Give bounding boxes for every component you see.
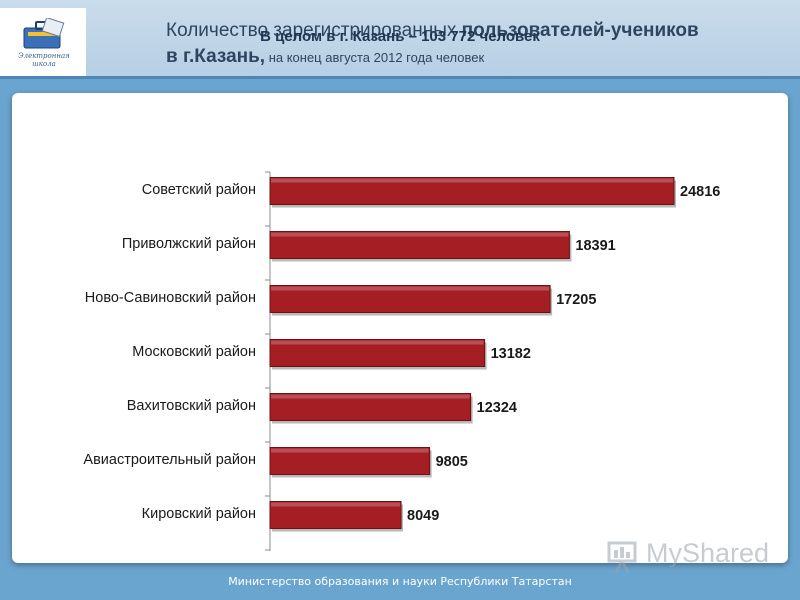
data-label: 12324 [477,400,517,416]
category-label: Приволжский район [122,236,256,252]
bar-highlight [271,448,429,453]
category-label: Вахитовский район [127,398,256,414]
logo: Электронная школа [0,8,86,76]
presentation-icon [607,541,637,573]
bar-highlight [271,340,484,345]
bar [269,231,570,259]
header-divider [0,76,800,79]
watermark: MyShared [606,538,796,574]
data-label: 8049 [407,508,439,524]
title-bold: пользователей-учеников [461,20,699,41]
bar-highlight [271,178,673,183]
category-label: Авиастроительный район [83,452,256,468]
data-label: 9805 [436,454,468,470]
page-title: Количество зарегистрированных пользовате… [166,18,796,71]
category-label: Московский район [132,344,256,360]
data-label: 13182 [491,346,531,362]
title-line2-rest: на конец августа 2012 года человек [265,50,485,65]
category-label: Кировский район [142,506,256,522]
bar-highlight [271,502,401,507]
logo-text: Электронная школа [18,52,70,68]
title-part1: Количество зарегистрированных [166,20,462,41]
data-label: 18391 [575,238,615,254]
watermark-text: MyShared [646,538,770,568]
bar-highlight [271,286,550,291]
bar [269,447,431,475]
title-line2-bold: в г.Казань, [166,46,266,67]
chart-panel [12,93,788,563]
bar [269,177,675,205]
bar [269,501,402,529]
footer: Министерство образования и науки Республ… [228,575,572,588]
category-label: Советский район [142,182,256,198]
bar [269,393,472,421]
bar [269,285,551,313]
bar-highlight [271,394,470,399]
bar-highlight [271,232,569,237]
bar [269,339,486,367]
category-label: Ново-Савиновский район [85,290,256,306]
header-band [0,0,800,76]
chart-title: В целом в г. Казань – 103 772 человек [260,28,540,45]
briefcase-icon [23,18,65,49]
data-label: 17205 [556,292,596,308]
data-label: 24816 [680,184,720,200]
